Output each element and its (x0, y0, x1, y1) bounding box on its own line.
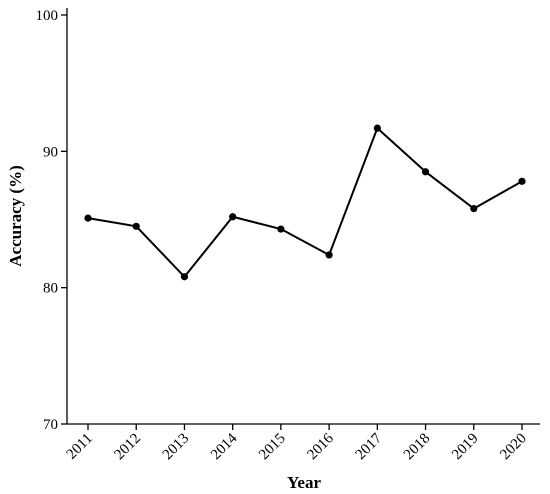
x-tick-label: 2019 (449, 431, 482, 464)
data-point (373, 124, 381, 132)
data-point (325, 251, 333, 259)
y-tick-label: 80 (43, 281, 58, 297)
x-axis-ticks: 2011 2012 2013 2014 2015 2016 2017 2018 2019 2020 (64, 424, 530, 463)
x-tick-label: 2011 (64, 431, 96, 463)
data-point (84, 214, 92, 222)
x-tick-label: 2015 (256, 431, 289, 464)
series-layer (84, 124, 526, 281)
y-axis-ticks: 70 80 90 100 (36, 8, 67, 433)
y-tick-label: 90 (43, 144, 58, 160)
y-tick-label: 100 (36, 8, 59, 24)
x-axis-title: Year (287, 473, 321, 492)
series-line (87, 127, 523, 278)
x-tick-label: 2014 (208, 430, 241, 463)
x-tick-label: 2020 (497, 431, 530, 464)
data-point (470, 204, 478, 213)
x-tick-label: 2018 (401, 431, 434, 464)
y-axis-title: Accuracy (%) (6, 165, 25, 267)
x-tick-label: 2012 (112, 431, 145, 464)
data-point (421, 168, 430, 176)
x-tick-label: 2017 (353, 430, 386, 463)
x-tick-label: 2013 (160, 431, 193, 464)
x-tick-label: 2016 (304, 430, 337, 463)
data-point (180, 273, 189, 281)
data-point (277, 225, 285, 233)
data-point (518, 177, 526, 185)
data-point (229, 213, 237, 221)
y-tick-label: 70 (43, 417, 58, 433)
data-point (132, 222, 140, 230)
